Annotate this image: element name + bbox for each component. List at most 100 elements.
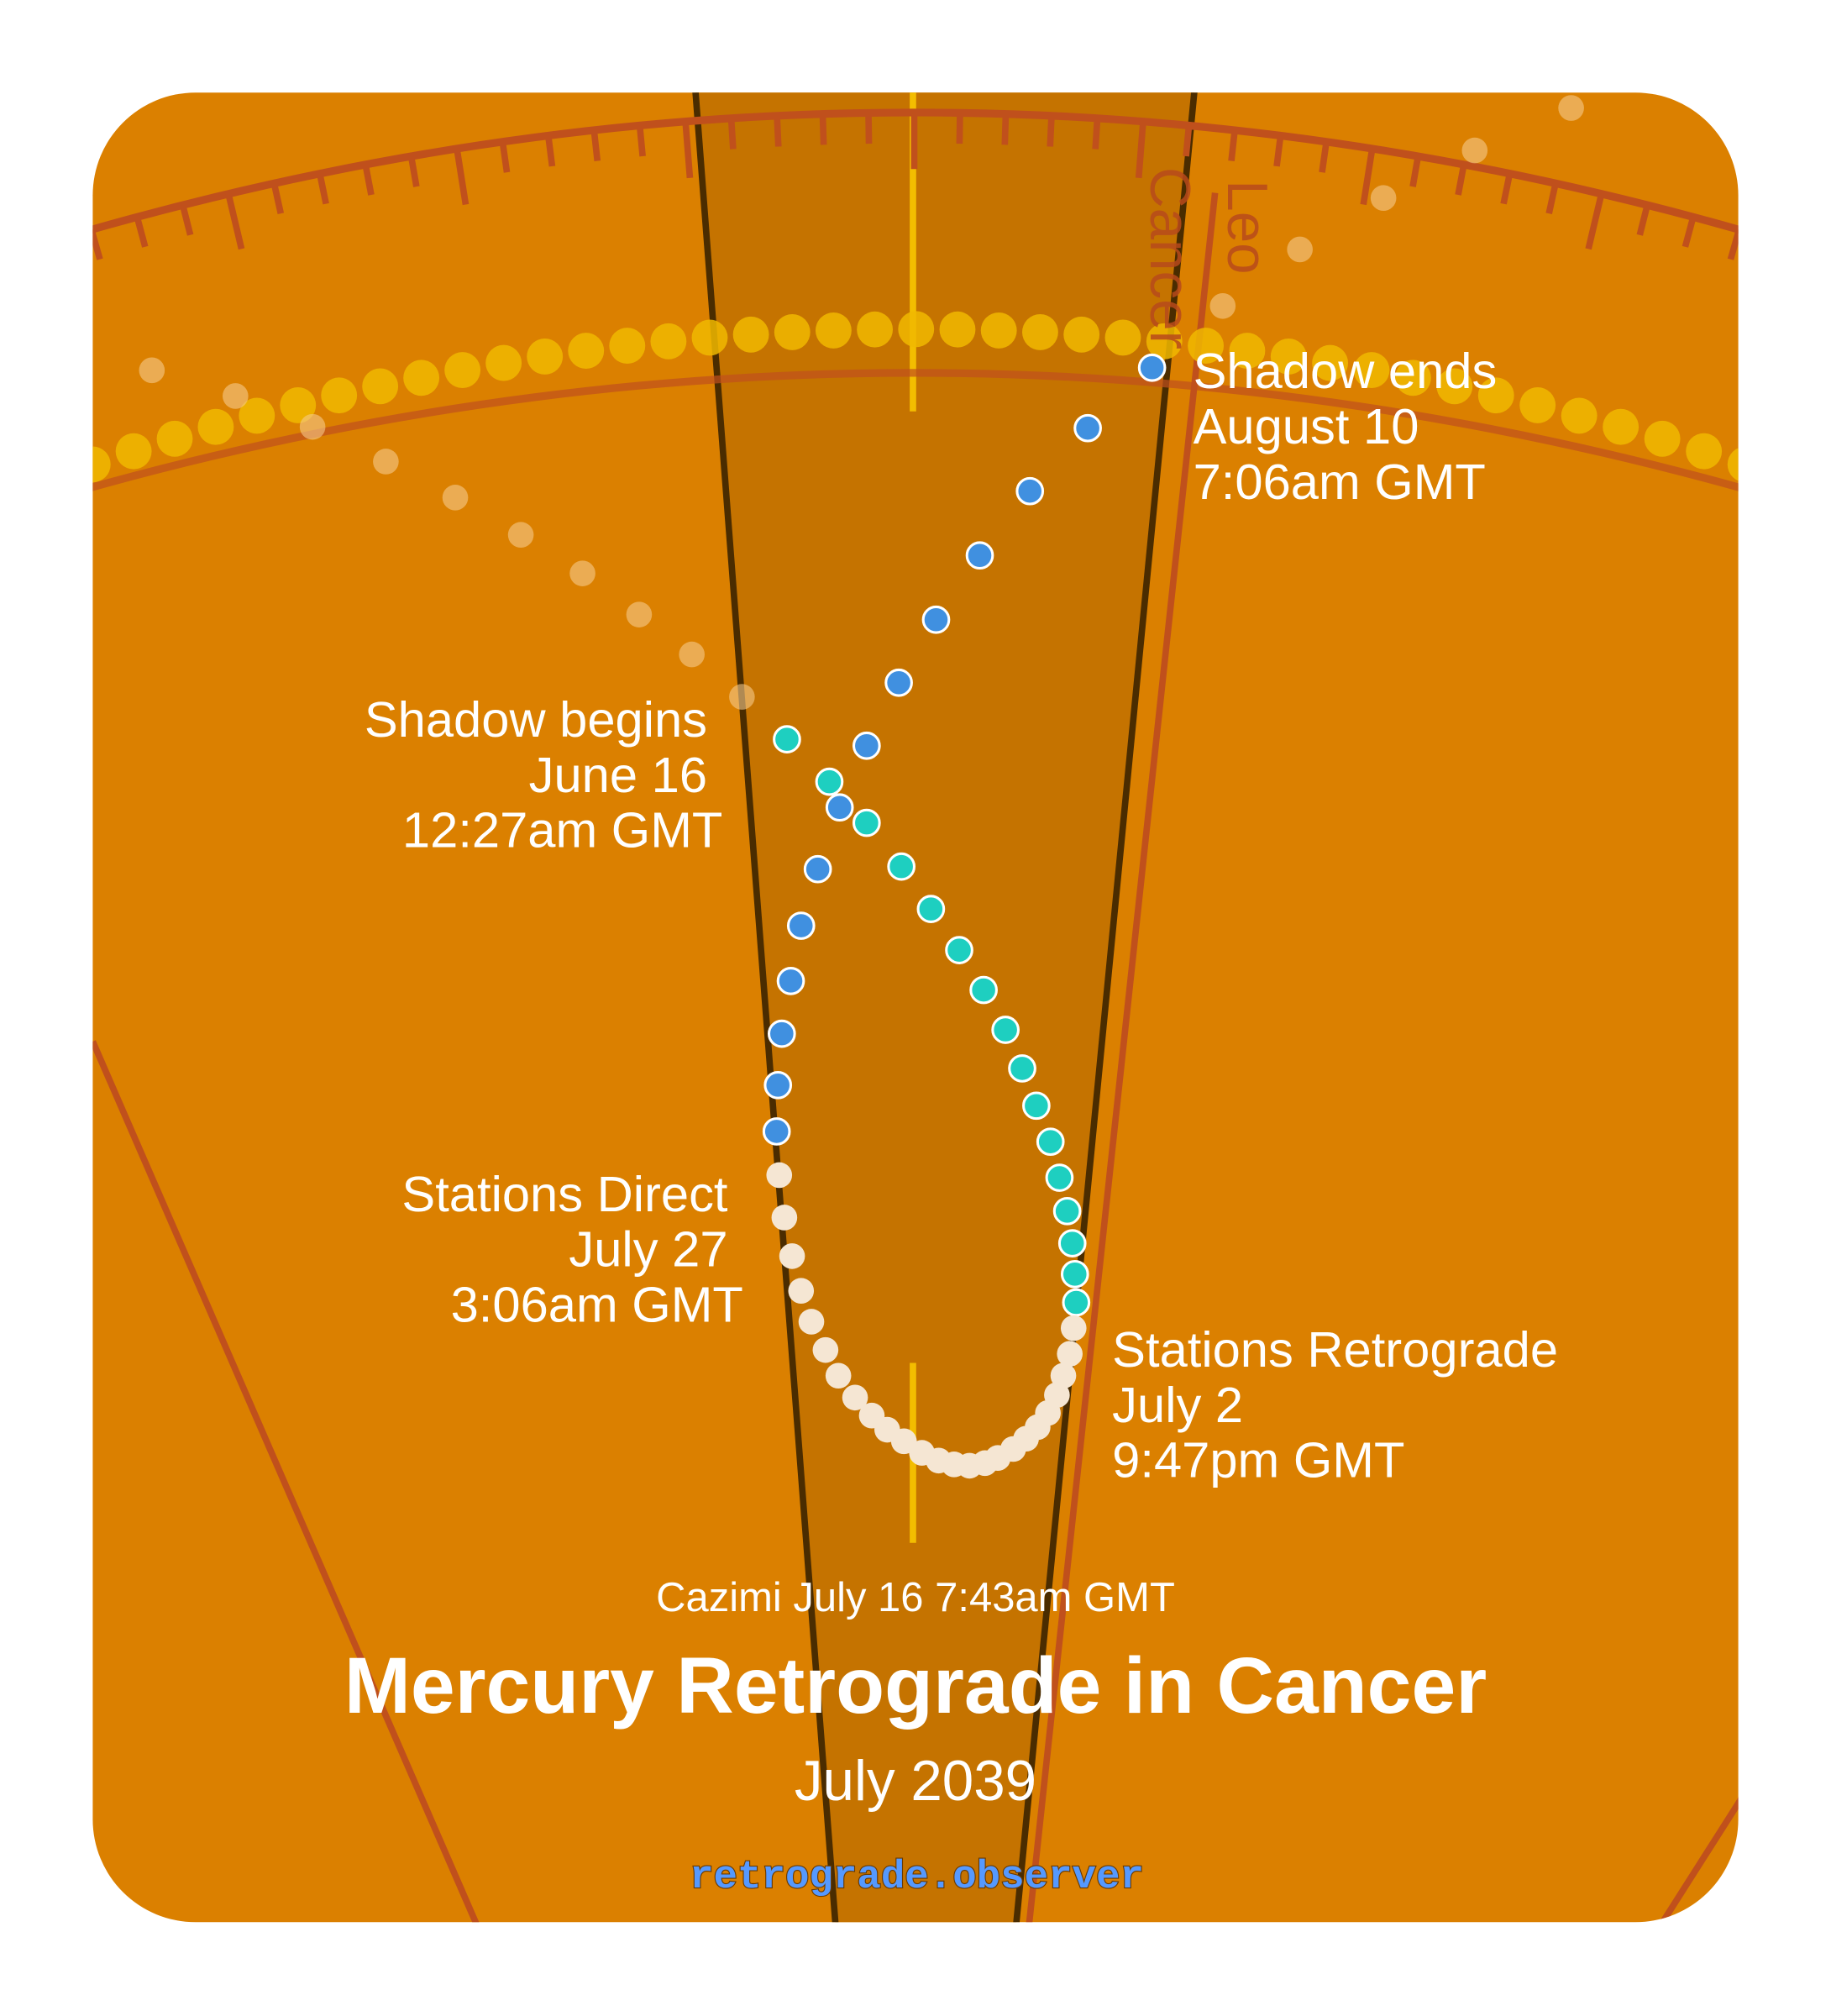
label-shadow-begins: Shadow begins June 16 12:27am GMT xyxy=(365,691,723,858)
faint-planet-dot xyxy=(729,684,755,710)
website-link[interactable]: retrograde.observer xyxy=(689,1855,1145,1901)
sun-position-dot xyxy=(1644,420,1681,457)
sun-position-dot xyxy=(1104,319,1141,356)
shadow-ends-title: Shadow ends xyxy=(1194,343,1498,399)
mercury-retrograde-dot xyxy=(812,1336,839,1363)
sun-position-dot xyxy=(1353,352,1390,388)
sun-position-dot xyxy=(1727,446,1739,483)
degree-tick xyxy=(134,216,149,248)
degree-tick xyxy=(636,125,646,157)
mercury-retrograde-dot xyxy=(771,1205,798,1231)
mercury-retrograde-dot xyxy=(842,1384,868,1411)
sun-position-dot xyxy=(1769,460,1805,496)
sun-position-dot xyxy=(444,352,481,388)
sun-position-dot xyxy=(1146,323,1183,360)
label-shadow-ends: Shadow ends August 10 7:06am GMT xyxy=(1194,343,1498,510)
degree-tick xyxy=(1776,243,1786,272)
mercury-post-shadow-dot xyxy=(825,793,854,822)
degree-tick xyxy=(1636,204,1650,236)
stations-direct-title: Stations Direct xyxy=(401,1166,728,1222)
stations-retrograde-date: July 2 xyxy=(1112,1377,1243,1433)
sun-position-dot xyxy=(239,397,275,434)
degree-tick xyxy=(774,115,782,147)
mercury-retrograde-dot xyxy=(1060,1315,1087,1341)
sun-position-dot xyxy=(1270,339,1307,375)
degree-tick xyxy=(92,228,103,260)
degree-tick xyxy=(179,204,194,236)
sun-position-dot xyxy=(898,311,935,348)
mercury-post-shadow-dot xyxy=(786,911,816,940)
mercury-retrograde-dot xyxy=(779,1243,805,1269)
degree-tick xyxy=(682,121,694,179)
degree-tick xyxy=(407,155,420,187)
mercury-pre-shadow-dot xyxy=(773,725,801,753)
sun-position-dot xyxy=(1188,328,1225,364)
sun-position-dot xyxy=(1312,344,1349,381)
sign-label-cancer: Cancer xyxy=(1138,167,1201,349)
sign-boundary-left xyxy=(92,1040,482,1923)
sun-position-dot xyxy=(568,333,605,370)
mercury-retrograde-dot xyxy=(858,1402,885,1429)
faint-planet-dot xyxy=(442,485,469,511)
mercury-pre-shadow-dot xyxy=(969,975,998,1005)
degree-tick xyxy=(1228,129,1238,161)
sun-position-dot xyxy=(362,368,399,405)
page-subtitle: July 2039 xyxy=(795,1750,1036,1813)
mercury-post-shadow-dot xyxy=(762,1117,791,1146)
degree-tick xyxy=(46,243,55,272)
sun-position-dot xyxy=(34,460,70,496)
faint-planet-dot xyxy=(373,449,399,475)
faint-planet-dot xyxy=(1287,236,1313,263)
degree-tick xyxy=(1092,118,1101,150)
mercury-retrograde-dot xyxy=(766,1162,793,1189)
zodiac-inner-arc xyxy=(92,369,1739,518)
mercury-retrograde-dot xyxy=(798,1309,825,1335)
mercury-pre-shadow-dot xyxy=(1060,1260,1089,1289)
degree-tick xyxy=(499,141,511,173)
sun-position-dot xyxy=(732,316,769,353)
sun-position-dot xyxy=(92,446,111,483)
mercury-post-shadow-dot xyxy=(1073,413,1102,443)
mercury-pre-shadow-dot xyxy=(1052,1197,1082,1226)
degree-tick xyxy=(544,134,556,167)
faint-planet-dot xyxy=(139,357,165,384)
degree-tick xyxy=(1273,135,1284,167)
band-edge-left xyxy=(690,92,839,1923)
shadow-begins-date: June 16 xyxy=(529,747,707,803)
degree-tick xyxy=(727,118,737,150)
label-stations-retrograde: Stations Retrograde July 2 9:47pm GMT xyxy=(1112,1321,1558,1488)
sign-boundary-right xyxy=(1655,1785,1739,1923)
sun-position-dot xyxy=(774,314,811,350)
stations-direct-date: July 27 xyxy=(569,1221,727,1278)
mercury-path xyxy=(762,353,1167,1479)
shadow-begins-time: 12:27am GMT xyxy=(402,802,722,858)
degree-tick xyxy=(225,192,245,250)
faint-planet-dot xyxy=(626,601,653,627)
mercury-pre-shadow-dot xyxy=(1008,1054,1036,1083)
degree-tick xyxy=(1455,164,1467,196)
mercury-pre-shadow-dot xyxy=(815,767,844,796)
mercury-pre-shadow-dot xyxy=(1036,1127,1065,1157)
degree-tick xyxy=(865,113,873,144)
sun-position-dot xyxy=(691,319,728,356)
sign-label-leo: Leo xyxy=(1215,180,1278,274)
faint-planet-dot xyxy=(569,560,595,586)
sun-position-dot xyxy=(1519,386,1556,423)
sun-position-dot xyxy=(1229,333,1266,370)
sun-position-dot xyxy=(609,328,646,364)
sun-path xyxy=(34,311,1805,496)
sun-position-dot xyxy=(280,386,317,423)
sun-position-dot xyxy=(1063,316,1100,353)
degree-tick xyxy=(819,113,827,145)
degree-tick xyxy=(317,172,329,205)
mercury-pre-shadow-dot xyxy=(1045,1163,1074,1192)
mercury-post-shadow-dot xyxy=(1015,476,1045,506)
mercury-pre-shadow-dot xyxy=(916,895,946,923)
mercury-pre-shadow-dot xyxy=(945,936,973,964)
degree-tick xyxy=(1545,182,1559,214)
page-title: Mercury Retrograde in Cancer xyxy=(344,1641,1487,1730)
sun-position-dot xyxy=(1686,433,1723,470)
sun-position-dot xyxy=(115,433,152,470)
mercury-pre-shadow-dot xyxy=(991,1016,1020,1044)
sun-band xyxy=(694,92,1196,1923)
